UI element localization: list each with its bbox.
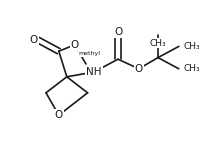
Text: CH₃: CH₃ (184, 64, 200, 73)
Text: O: O (55, 110, 63, 120)
Text: methyl: methyl (78, 51, 100, 56)
Text: O: O (30, 35, 38, 45)
Text: NH: NH (86, 67, 102, 77)
Text: O: O (135, 64, 143, 74)
Text: CH₃: CH₃ (150, 39, 166, 48)
Text: CH₃: CH₃ (184, 42, 200, 51)
Text: O: O (71, 40, 79, 50)
Text: O: O (114, 27, 122, 37)
